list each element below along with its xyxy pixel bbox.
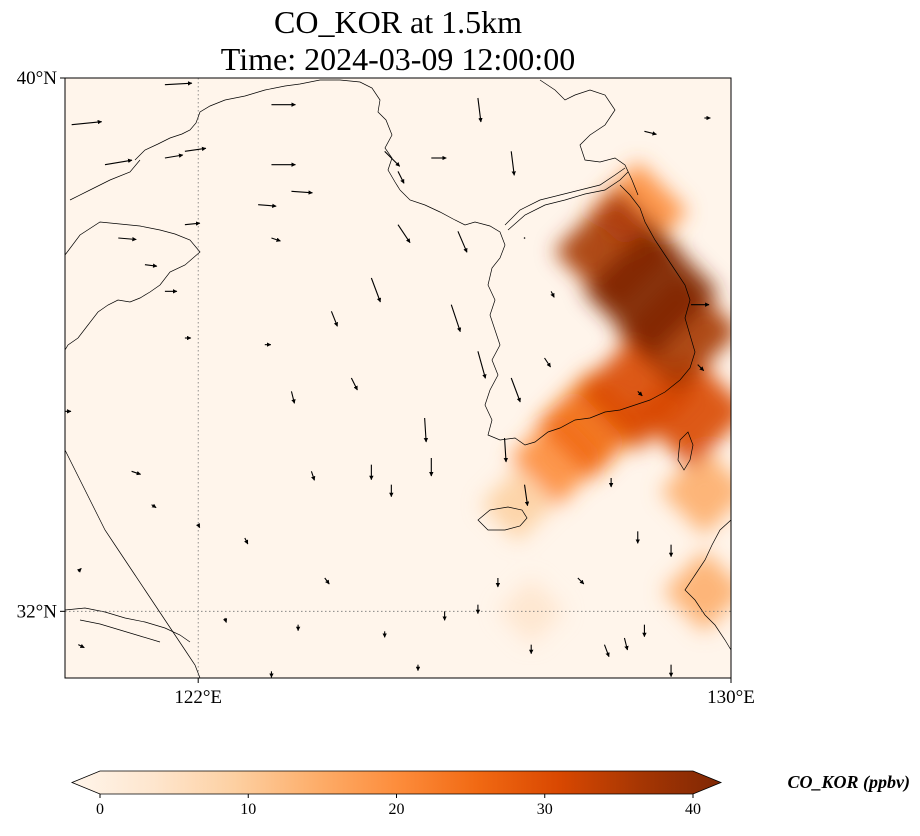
longitude-axis: 122°E 130°E (174, 678, 755, 708)
colorbar-tick-label: 30 (537, 801, 553, 818)
china-coast-south (65, 449, 201, 678)
jeju-island (477, 506, 528, 531)
colorbar-title: CO_KOR (ppbv) (788, 772, 911, 793)
bohai-coast (69, 159, 141, 201)
wind-vector (310, 471, 316, 481)
korea-west-coast (399, 184, 696, 446)
wind-vector (184, 146, 207, 152)
wind-vector (131, 470, 142, 476)
colorbar-ticks: 0 10 20 30 40 (96, 794, 701, 818)
wind-vector (477, 351, 487, 379)
lat-tick-label: 40°N (17, 68, 58, 89)
wind-vector (503, 437, 509, 463)
yangtze-estuary (65, 607, 191, 643)
co-field-cell (480, 467, 556, 542)
lat-tick-label: 32°N (17, 601, 58, 622)
wind-vector (290, 391, 296, 404)
wind-vector (384, 150, 401, 167)
wind-vector (577, 577, 585, 585)
wind-vector (76, 567, 82, 573)
wind-vector (544, 357, 551, 368)
wind-vector (271, 237, 281, 242)
lon-tick-label: 130°E (707, 687, 755, 708)
wind-vectors (65, 81, 711, 678)
figure-title-line-1: CO_KOR at 1.5km (274, 4, 522, 40)
wind-vector (330, 311, 338, 327)
co-field-cell (663, 550, 731, 633)
wind-vector (151, 503, 157, 509)
tsushima-island (677, 431, 694, 471)
coastlines (65, 79, 731, 678)
wind-vector (697, 364, 705, 372)
gridlines (65, 78, 731, 678)
wind-vector (195, 523, 201, 529)
wind-vector (450, 304, 462, 333)
china-coast-north (65, 221, 201, 351)
lon-tick-label: 122°E (174, 687, 222, 708)
liaodong-peninsula (134, 79, 401, 191)
colorbar-tick-label: 0 (96, 801, 104, 818)
korea-dmz-border (504, 167, 629, 231)
wind-vector (71, 119, 103, 126)
wind-vector (477, 97, 483, 123)
wind-vector (550, 291, 555, 298)
wind-vector (144, 263, 158, 268)
japan-kyushu-coast (684, 519, 731, 651)
colorbar-tick-label: 10 (240, 801, 256, 818)
korea-north-coast (539, 79, 639, 196)
wind-vector (397, 171, 405, 184)
figure-title-line-2: Time: 2024-03-09 12:00:00 (221, 41, 575, 77)
wind-vector (291, 190, 313, 195)
colorbar: 0 10 20 30 40 CO_KOR (ppbv) (70, 770, 911, 818)
wind-vector (350, 377, 358, 391)
map-frame (64, 77, 732, 679)
wind-vector (324, 577, 330, 585)
map-axes: 40°N 32°N 122°E 130°E (17, 68, 755, 708)
wind-vector (644, 130, 657, 136)
wind-vector (184, 221, 201, 226)
wind-vector (423, 417, 429, 443)
latitude-axis: 40°N 32°N (17, 68, 65, 622)
wind-vector (244, 537, 249, 545)
wind-vector (397, 224, 411, 244)
wind-vector (523, 484, 530, 507)
wind-vector (258, 203, 277, 209)
co-field-cell (497, 578, 565, 645)
wind-vector (623, 637, 629, 651)
wind-vector (457, 231, 468, 253)
wind-vector (370, 277, 382, 303)
wind-vector (164, 81, 193, 86)
wind-vector (637, 390, 643, 397)
colorbar-scale (70, 770, 723, 795)
wind-vector (164, 153, 184, 159)
wind-vector (104, 158, 133, 166)
co-concentration-field (480, 161, 731, 645)
co-field-cell (660, 447, 731, 536)
colorbar-tick-label: 40 (685, 801, 701, 818)
wind-vector (78, 643, 85, 649)
wind-vector (523, 237, 526, 239)
wind-vector (510, 151, 516, 176)
wind-vector (223, 617, 228, 623)
wind-vector (510, 377, 521, 403)
colorbar-tick-label: 20 (389, 801, 405, 818)
wind-vector (118, 236, 137, 242)
wind-vector (603, 644, 610, 658)
